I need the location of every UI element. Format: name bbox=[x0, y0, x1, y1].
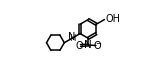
Text: OH: OH bbox=[106, 14, 121, 24]
Text: O: O bbox=[93, 41, 101, 51]
Text: H: H bbox=[70, 34, 76, 43]
Text: −: − bbox=[96, 41, 101, 47]
Text: O: O bbox=[76, 41, 83, 51]
Text: N: N bbox=[68, 32, 75, 42]
Text: N: N bbox=[84, 40, 92, 50]
